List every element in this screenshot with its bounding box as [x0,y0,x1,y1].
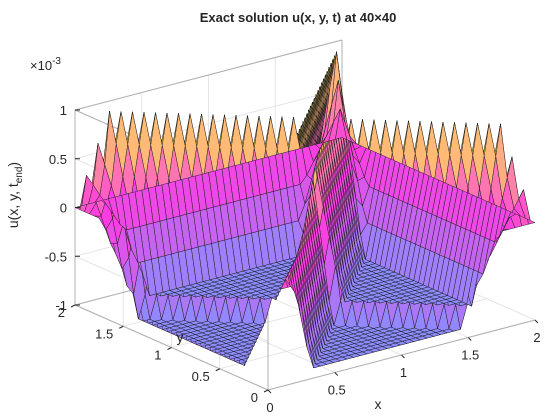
y-tick-mark [167,347,172,350]
y-tick-label: 0.5 [192,369,210,384]
x-tick-mark [334,372,339,376]
x-axis-label: x [375,396,382,412]
z-tick-label: -1 [55,298,67,313]
y-tick-label: 1 [154,348,161,363]
box-edge [74,39,343,111]
y-axis-label: y [177,329,184,345]
x-tick-mark [401,354,405,359]
z-scale-base: ×10 [30,58,52,73]
z-scale-label: ×10-3 [30,56,61,73]
z-tick-label: 0.5 [49,152,67,167]
y-tick-mark [119,325,124,329]
y-tick-mark [70,304,76,308]
z-axis-label-sub: end [14,167,25,184]
surface-mesh [74,51,536,369]
z-tick-label: 0 [60,201,67,216]
x-tick-label: 0 [266,400,273,415]
y-tick-label: 2 [58,305,65,320]
z-tick-label: -0.5 [45,249,67,264]
y-tick-label: 0 [251,390,258,405]
x-tick-mark [267,389,272,394]
z-axis-label: u(x, y, tend) [5,162,25,228]
surface-patch [74,175,87,210]
y-tick-mark [263,389,269,393]
y-tick-mark [215,368,220,372]
x-tick-label: 1.5 [461,348,479,363]
z-axis-label-close: ) [5,162,21,167]
x-tick-label: 0.5 [328,383,346,398]
y-tick-label: 1.5 [95,326,113,341]
chart-title: Exact solution u(x, y, t) at 40×40 [200,10,397,25]
x-tick-mark [467,337,472,341]
z-tick-label: 1 [60,103,67,118]
z-axis-label-base: u(x, y, t [5,183,21,228]
svg-text:×10-3: ×10-3 [30,56,61,73]
z-scale-exponent: -3 [52,56,61,67]
x-tick-mark [534,319,539,324]
x-tick-label: 1 [400,365,407,380]
x-tick-label: 2 [533,330,540,345]
